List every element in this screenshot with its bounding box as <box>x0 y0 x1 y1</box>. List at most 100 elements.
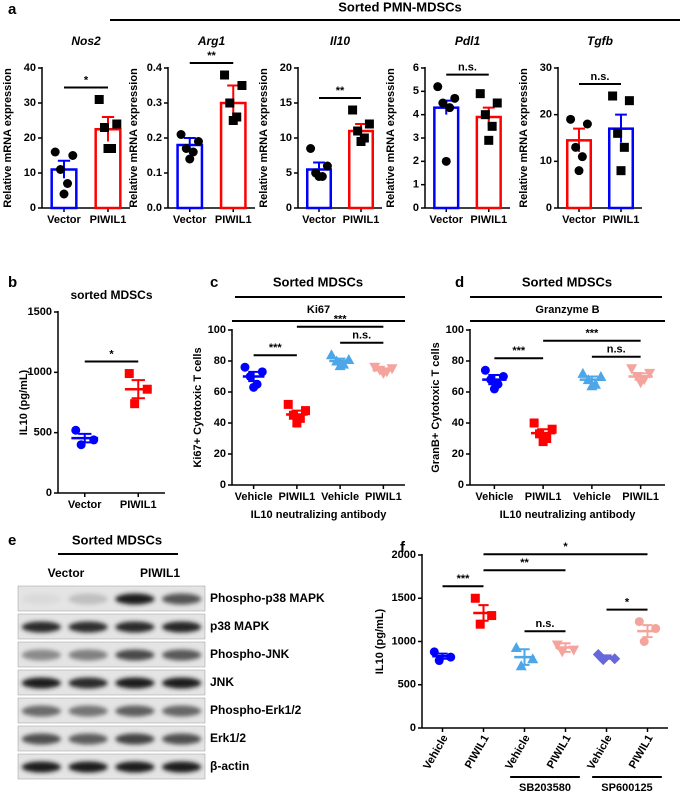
blot-band <box>68 593 108 605</box>
y-tick-label: 0.1 <box>147 167 162 179</box>
significance-label: ** <box>520 557 529 569</box>
chart-title: Il10 <box>330 34 350 48</box>
data-point <box>181 144 191 153</box>
data-point <box>257 367 267 377</box>
panel-letter: f <box>400 539 406 556</box>
y-tick-label: 20 <box>280 62 292 74</box>
y-tick-label: 2 <box>413 155 419 167</box>
data-point <box>434 656 444 666</box>
x-tick-label: PIWIL1 <box>545 733 574 771</box>
panel-header: Sorted MDSCs <box>522 274 612 289</box>
data-point <box>619 142 629 152</box>
data-point <box>325 349 337 360</box>
blot-band <box>21 733 62 745</box>
data-point <box>240 362 250 372</box>
data-point <box>225 98 235 108</box>
data-point <box>71 425 81 435</box>
data-point <box>50 147 60 157</box>
data-point <box>130 399 140 409</box>
y-tick-label: 20 <box>540 109 552 121</box>
y-tick-label: 5 <box>413 85 419 97</box>
significance-label: ** <box>207 50 216 62</box>
chart-subtitle: Ki67 <box>307 304 330 316</box>
panel-header: Sorted MDSCs <box>273 274 363 289</box>
y-tick-label: 0 <box>30 202 36 214</box>
y-tick-label: 80 <box>214 355 226 367</box>
significance-label: *** <box>512 345 526 357</box>
data-point <box>364 119 374 129</box>
significance-label: n.s. <box>591 71 610 83</box>
data-point <box>566 114 576 124</box>
y-tick-label: 20 <box>24 132 36 144</box>
blot-band <box>21 621 62 633</box>
y-tick-label: 40 <box>24 62 36 74</box>
data-point <box>586 380 598 391</box>
band-label: Phospho-p38 MAPK <box>210 591 325 605</box>
y-tick-label: 1000 <box>392 635 416 647</box>
data-point <box>613 128 623 138</box>
data-point <box>475 619 485 629</box>
y-axis-label: Relative mRNA expression <box>258 68 270 208</box>
data-point <box>582 374 594 385</box>
data-point <box>301 406 311 416</box>
data-point <box>112 119 122 129</box>
band-label: Erk1/2 <box>210 731 246 745</box>
x-tick-label: Vector <box>302 214 336 226</box>
blot-band <box>161 677 202 689</box>
data-point <box>68 151 78 160</box>
data-point <box>306 144 316 153</box>
significance-label: * <box>84 74 89 86</box>
x-tick-label: Vector <box>173 214 207 226</box>
blot-band <box>161 593 202 605</box>
panel-letter: a <box>8 1 17 18</box>
blot-band <box>115 733 155 745</box>
blot-band <box>21 593 62 605</box>
y-tick-label: 60 <box>452 386 464 398</box>
y-tick-label: 5 <box>286 167 292 179</box>
data-point <box>228 116 238 125</box>
data-point <box>556 647 568 658</box>
data-point <box>369 362 381 373</box>
significance-label: *** <box>334 314 348 326</box>
data-point <box>480 365 490 375</box>
band-label: β-actin <box>210 759 249 773</box>
data-point <box>295 413 305 423</box>
blot-band <box>161 649 202 661</box>
blot-band <box>68 705 108 717</box>
panel-header: Sorted PMN-MDSCs <box>338 0 462 14</box>
x-axis-label: IL10 neutralizing antibody <box>251 509 388 521</box>
y-tick-label: 500 <box>34 427 52 439</box>
x-tick-label: PIWIL1 <box>627 733 656 771</box>
data-point <box>59 189 69 199</box>
band-label: Phospho-Erk1/2 <box>210 703 302 717</box>
significance-label: ** <box>336 85 345 97</box>
x-tick-label: PIWIL1 <box>215 214 252 226</box>
blot-band <box>68 733 108 745</box>
blot-band <box>115 621 155 633</box>
data-point <box>185 154 195 164</box>
y-axis-label: IL10 (pg/mL) <box>374 608 386 674</box>
y-tick-label: 20 <box>452 448 464 460</box>
data-point <box>292 418 302 428</box>
blot-band <box>115 677 155 689</box>
blot-band <box>161 621 202 633</box>
blot-band <box>68 677 108 689</box>
error-bar <box>131 379 145 400</box>
panel-letter: c <box>210 274 218 291</box>
y-tick-label: 20 <box>214 448 226 460</box>
significance-label: *** <box>269 342 283 354</box>
band-label: JNK <box>210 675 234 689</box>
data-point <box>595 371 607 381</box>
panel-letter: d <box>455 274 464 291</box>
chart-title: Nos2 <box>71 34 101 48</box>
x-tick-label: Vehicle <box>573 491 611 503</box>
chart-title: Arg1 <box>197 34 226 48</box>
y-axis-label: GranB+ Cytotoxic T cells <box>430 342 442 473</box>
data-point <box>314 172 324 181</box>
x-tick-label: Vector <box>562 214 596 226</box>
y-tick-label: 100 <box>446 324 464 336</box>
blot-group: PIWIL1 <box>140 566 180 580</box>
blot-title: Sorted MDSCs <box>72 532 162 547</box>
x-tick-label: Vehicle <box>235 491 273 503</box>
